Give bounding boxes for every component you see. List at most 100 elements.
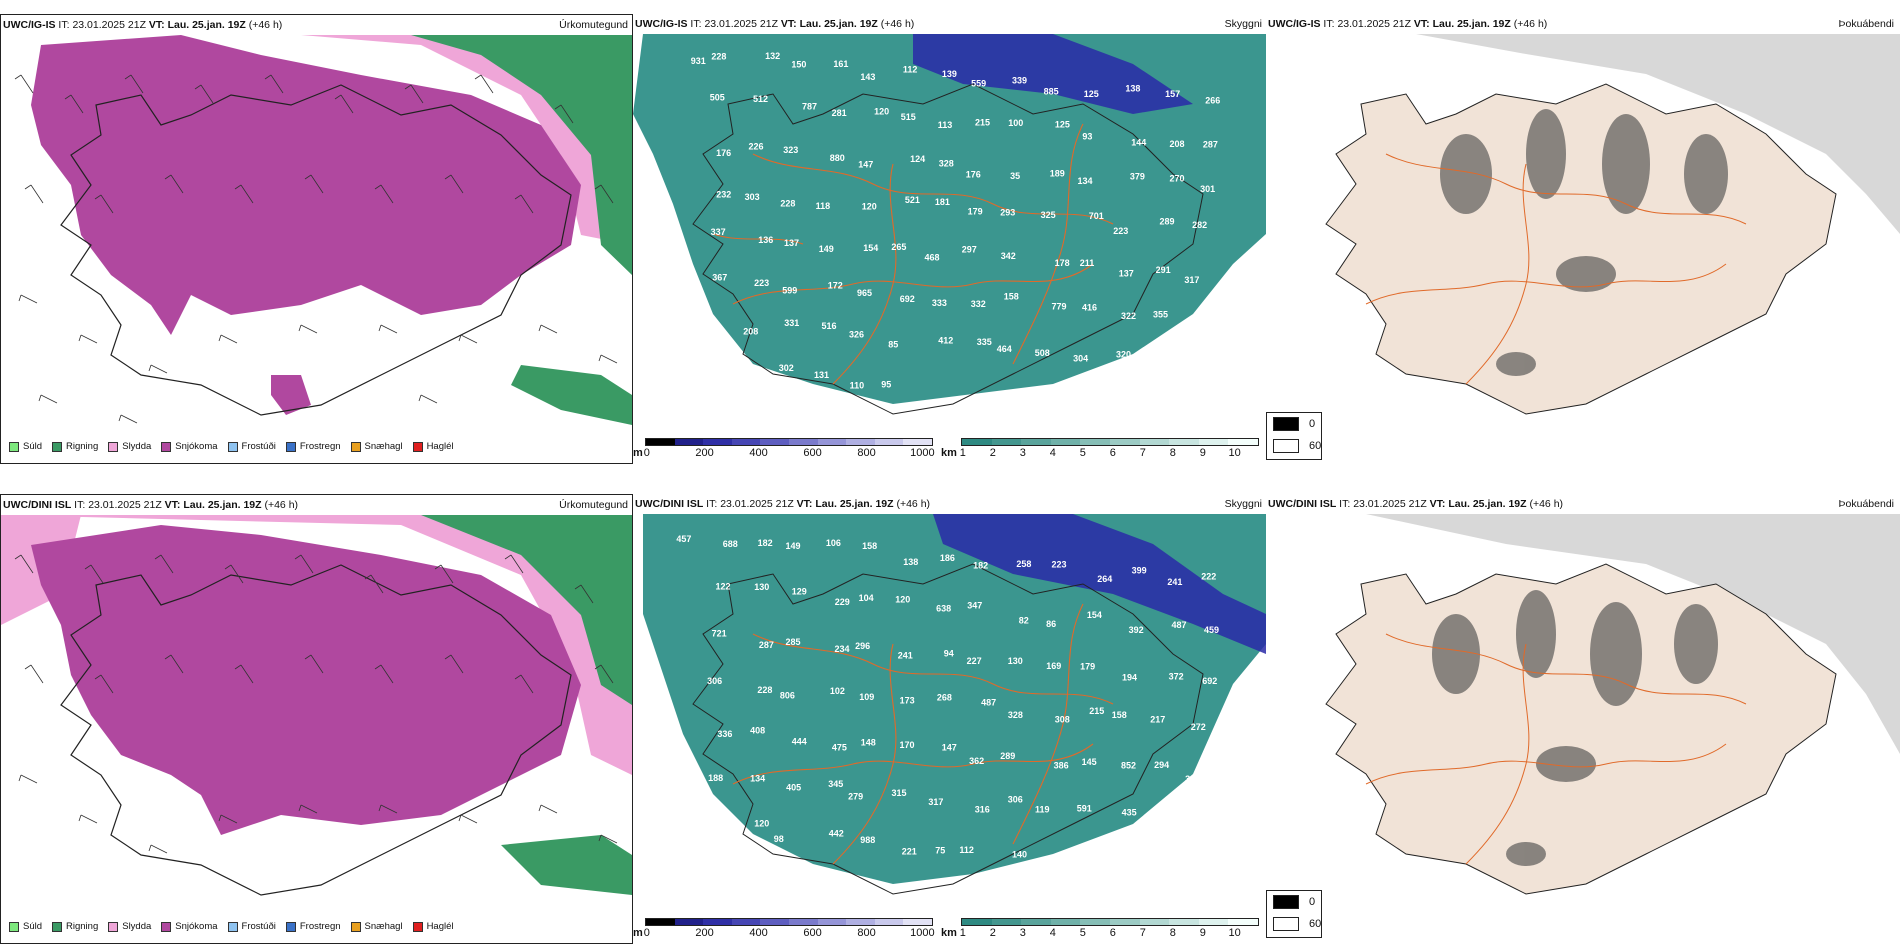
ceiling-label: 281 [832,108,847,118]
ceiling-panel-row1: UWC/IG-IS IT: 23.01.2025 21Z VT: Lau. 25… [633,14,1266,464]
ceiling-label: 291 [1156,265,1171,275]
ceiling-label: 264 [1097,574,1112,584]
ceiling-label: 112 [903,64,918,74]
fog-legend-row2: 0 60 [1266,890,1322,938]
colorbar-tick: 6 [1109,927,1116,939]
ceiling-label: 328 [1008,710,1023,720]
legend-label: Slydda [122,921,152,932]
ceiling-label: 227 [967,656,982,666]
legend-item: Frostúði [227,441,276,452]
ceiling-label: 149 [786,541,801,551]
ceiling-label: 148 [861,738,876,748]
legend-item: Rigning [52,921,98,932]
ceiling-label: 222 [1201,572,1216,582]
panel-type-title: Úrkomutegund [559,19,628,31]
ceiling-label: 182 [973,561,988,571]
legend-label: Haglél [426,921,454,932]
legend-swatch [108,441,119,452]
colorbar-tick: 200 [695,447,714,459]
ceiling-label: 109 [859,692,874,702]
legend-item: Frostúði [227,921,276,932]
ceiling-label: 169 [1046,661,1061,671]
ceiling-label: 464 [997,344,1012,354]
ceiling-label: 505 [710,93,725,103]
ceiling-label: 95 [881,380,891,390]
fog-map [1325,514,1900,895]
ceiling-label: 217 [1150,715,1165,725]
ceiling-label: 124 [910,154,925,164]
ceiling-label: 399 [1132,566,1147,576]
ceiling-label: 221 [902,846,917,856]
legend-swatch [9,921,19,932]
ceiling-label: 516 [822,321,837,331]
colorbar-tick: 7 [1139,927,1146,939]
legend-item: Frostregn [285,921,341,932]
legend-swatch [52,441,63,452]
precip-legend: Súld Rigning Slydda Snjókoma Frostúði Frostre… [9,441,454,452]
colorbar-tick: 4 [1049,927,1056,939]
colorbar-tick: 800 [857,447,876,459]
legend-label: Snjókoma [175,441,218,452]
ceiling-label: 272 [1191,722,1206,732]
ceiling-label: 444 [792,737,807,747]
legend-swatch [412,441,423,452]
precip-map [1,35,632,435]
ceiling-label: 100 [1008,118,1023,128]
low-ceiling-band [933,514,1266,654]
ceiling-label: 125 [1084,89,1099,99]
legend-item: Haglél [412,441,454,452]
ceiling-label: 306 [707,676,722,686]
ceiling-label: 179 [1080,662,1095,672]
panel-title: UWC/IG-IS IT: 23.01.2025 21Z VT: Lau. 25… [3,19,628,31]
ceiling-label: 287 [1203,139,1218,149]
ceiling-label: 124 [698,315,713,325]
colorbar-tick: 3 [1019,447,1026,459]
colorbar-tick: 600 [803,447,822,459]
precip-legend: Súld Rigning Slydda Snjókoma Frostúði Frostre… [9,921,454,932]
ceiling-label: 692 [900,294,915,304]
panel-type-title: Þokuábendi [1838,498,1894,510]
ceiling-label: 289 [1160,216,1175,226]
ceiling-label: 270 [1170,173,1185,183]
ceiling-label: 301 [1200,184,1215,194]
ceiling-label: 308 [1055,715,1070,725]
legend-swatch [350,441,361,452]
ceiling-label: 342 [1001,251,1016,261]
ceiling-label: 457 [676,534,691,544]
colorbar-tick: 200 [695,927,714,939]
ceiling-label: 721 [712,628,727,638]
iceland-terrain [1325,563,1837,895]
ceiling-label: 50 [1078,853,1088,863]
ceiling-label: 521 [905,195,920,205]
ceiling-label: 258 [1016,559,1031,569]
panel-type-title: Skyggni [1224,498,1262,510]
legend-item: Snjókoma [161,921,218,932]
precip-panel-row2: UWC/DINI ISL IT: 23.01.2025 21Z VT: Lau.… [0,494,633,944]
ceiling-label: 306 [1008,795,1023,805]
ceiling-label: 638 [936,604,951,614]
ceiling-label: 134 [750,774,765,784]
ceiling-label: 965 [857,288,872,298]
ceiling-label: 347 [967,601,982,611]
ceiling-label: 234 [835,644,850,654]
fog-road-network [1365,633,1747,865]
fog-panel-row2: UWC/DINI ISL IT: 23.01.2025 21Z VT: Lau.… [1266,494,1900,944]
ceiling-label: 85 [888,340,898,350]
fog-map [1325,34,1900,415]
ceiling-label: 120 [862,202,877,212]
ceiling-label: 120 [754,819,769,829]
ceiling-label: 106 [826,538,841,548]
fog-road-network [1365,153,1747,385]
ceiling-label: 104 [859,593,874,603]
low-ceiling-band [913,34,1193,114]
ceiling-label: 226 [749,142,764,152]
ceiling-label: 459 [1204,625,1219,635]
ceiling-label: 266 [1205,95,1220,105]
precip-map [1,515,632,915]
legend-label: Snjókoma [175,921,218,932]
ceiling-label: 145 [1082,757,1097,767]
ceiling-label: 378 [700,817,715,827]
legend-item: Súld [9,921,42,932]
rain-region [421,515,632,705]
ceiling-label: 208 [1170,139,1185,149]
